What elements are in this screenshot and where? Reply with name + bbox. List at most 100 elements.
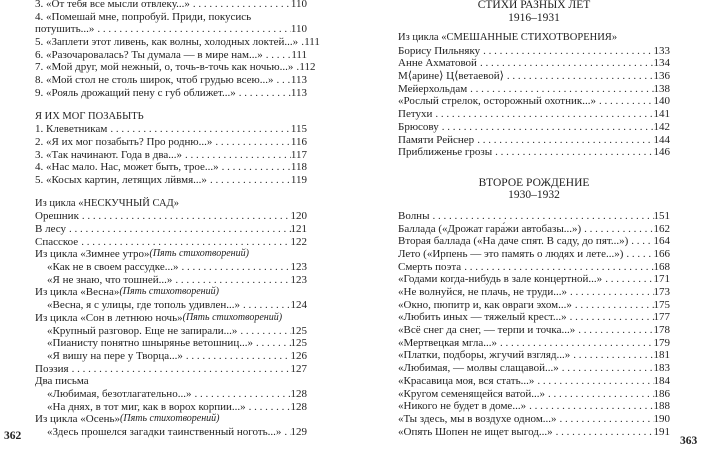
toc-entry[interactable]: Вторая баллада («На даче спят. В саду, д…	[398, 235, 670, 248]
toc-entry[interactable]: М⟨арине⟩ Ц⟨ветаевой⟩ 136	[398, 70, 670, 83]
entry-title: «Любить иных — тяжелый крест...»	[398, 311, 567, 324]
toc-entry[interactable]: 6. «Разочаровалась? Ты думала — в мире н…	[35, 49, 307, 62]
toc-entry[interactable]: 2. «Я их мог позабыть? Про родню...» 116	[35, 136, 307, 149]
entry-title: Борису Пильняку	[398, 44, 481, 57]
entry-page-number: 127	[290, 362, 308, 375]
dot-leader	[567, 286, 654, 299]
entry-page-number: 116	[290, 135, 307, 148]
dot-leader	[107, 123, 291, 136]
toc-entry[interactable]: «Опять Шопен не ищет выгод...» 191	[398, 426, 670, 439]
toc-entry[interactable]: «Всё снег да снег, — терпи и точка...» 17…	[398, 324, 670, 337]
entry-title: «Я не знаю, что тошней...»	[47, 273, 173, 286]
toc-entry[interactable]: 9. «Рояль дрожащий пену с губ оближет...…	[35, 87, 307, 100]
dot-leader	[628, 235, 653, 248]
toc-entry[interactable]: Смерть поэта 168	[398, 261, 670, 274]
toc-entry[interactable]: Петухи 141	[398, 108, 670, 121]
toc-entry[interactable]: «Я вишу на пере у Творца...» 126	[35, 350, 307, 363]
toc-entry[interactable]: «Платки, подборы, жгучий взгляд...» 181	[398, 349, 670, 362]
entry-title: «Я вишу на пере у Творца...»	[47, 349, 183, 362]
toc-entry[interactable]: Анне Ахматовой 134	[398, 57, 670, 70]
toc-entry[interactable]: «Здесь прошелся загадки таинственный ног…	[35, 426, 307, 439]
entry-title: 8. «Мой стол не столь широк, чтоб грудью…	[35, 74, 274, 87]
toc-entry[interactable]: В лесу 121	[35, 223, 307, 236]
toc-entry[interactable]: 3. «Так начинают. Года в два...» 117	[35, 149, 307, 162]
toc-entry[interactable]: Борису Пильняку 133	[398, 45, 670, 58]
toc-entry[interactable]: «Как не в своем рассудке...» 123	[35, 261, 307, 274]
toc-section: 3. «От тебя все мысли отвлеку...» 110 4. «…	[35, 0, 320, 100]
toc-entry[interactable]: Лето («Ирпень — это память о людях и лет…	[398, 248, 670, 261]
toc-entry[interactable]: «Мертвецкая мгла...» 179	[398, 337, 670, 350]
entry-page-number: 162	[653, 222, 671, 235]
dot-leader	[78, 236, 290, 249]
toc-entry[interactable]: Из цикла «Весна» (Пять стихотворений)	[35, 286, 307, 299]
entry-title: Мейерхольдам	[398, 82, 468, 95]
toc-entry[interactable]: Брюсову 142	[398, 121, 670, 134]
toc-entry[interactable]: 5. «Заплети этот ливень, как волны, холо…	[35, 36, 320, 49]
entry-title: 9. «Рояль дрожащий пену с губ оближет...…	[35, 86, 236, 99]
toc-entry[interactable]: «Весна, я с улицы, где тополь удивлен...…	[35, 299, 307, 312]
entry-title: Из цикла «Зимнее утро»	[35, 248, 150, 261]
toc-entry[interactable]: Из цикла «Зимнее утро» (Пять стихотворен…	[35, 248, 307, 261]
toc-entry[interactable]: 4. «Помешай мне, попробуй. Приди, покуси…	[35, 11, 307, 24]
dot-leader	[602, 273, 653, 286]
dot-leader	[504, 70, 654, 83]
toc-entry[interactable]: 1. Клеветникам 115	[35, 123, 307, 136]
toc-entry[interactable]: Баллада («Дрожат гара́жи автобазы...») 16…	[398, 223, 670, 236]
entry-title: 5. «Косых картин, летящих лйвмя...»	[35, 173, 207, 186]
toc-entry[interactable]: «Любимая, безотлагательно...» 128	[35, 388, 307, 401]
toc-entry[interactable]: Мейерхольдам 138	[398, 83, 670, 96]
entry-title: «Не волнуйся, не плачь, не труди...»	[398, 286, 567, 298]
toc-entry[interactable]: 7. «Мой друг, мой нежный, о, точь-в-точь…	[35, 61, 316, 74]
toc-entry[interactable]: «Рослый стрелок, осторожный охотник...» 1…	[398, 95, 670, 108]
toc-entry[interactable]: «Не волнуйся, не плачь, не труди...» 173	[398, 286, 670, 299]
entry-page-number: 124	[290, 299, 308, 312]
toc-entry[interactable]: «Кругом семенящейся ватой...» 186	[398, 388, 670, 401]
entry-title: Смерть поэта	[398, 260, 462, 273]
dot-leader	[246, 401, 291, 414]
entry-title: Из цикла «Весна»	[35, 286, 120, 299]
dot-leader	[570, 349, 653, 362]
toc-entry[interactable]: Спасское 122	[35, 236, 307, 249]
toc-entry[interactable]: Два письма	[35, 375, 307, 388]
entry-page-number: 186	[653, 387, 671, 400]
toc-entry[interactable]: 4. «Нас мало. Нас, может быть, трое...» 1…	[35, 161, 307, 174]
entry-page-number: 175	[653, 298, 671, 311]
toc-entry[interactable]: «Никого не будет в доме...» 188	[398, 400, 670, 413]
toc-entry[interactable]: 8. «Мой стол не столь широк, чтоб грудью…	[35, 74, 307, 87]
toc-entry[interactable]: Волны 151	[398, 210, 670, 223]
toc-entry[interactable]: 5. «Косых картин, летящих лйвмя...» 119	[35, 174, 307, 187]
entry-page-number: 112	[299, 61, 316, 74]
toc-entry[interactable]: Из цикла «Осень» (Пять стихотворений)	[35, 413, 307, 426]
toc-entry[interactable]: «Окно, пюпитр и, как овраги эхом...» 175	[398, 299, 670, 312]
toc-entry[interactable]: «Ты здесь, мы в воздухе одном...» 190	[398, 413, 670, 426]
toc-entry[interactable]: «Любить иных — тяжелый крест...» 177	[398, 311, 670, 324]
entry-page-number: 125	[290, 337, 308, 350]
dot-leader	[182, 149, 291, 162]
entry-title: 6. «Разочаровалась? Ты думала — в мире н…	[35, 48, 263, 61]
dot-leader	[526, 400, 653, 413]
dot-leader	[497, 337, 654, 350]
toc-entry[interactable]: 3. «От тебя все мысли отвлеку...» 110	[35, 0, 307, 11]
toc-entry[interactable]: Из цикла «Сон в летнюю ночь» (Пять стихо…	[35, 312, 307, 325]
toc-entry[interactable]: «Я не знаю, что тошней...» 123	[35, 274, 307, 287]
page-number-right: 363	[680, 435, 698, 447]
dot-leader	[545, 388, 654, 401]
entry-page-number: 166	[653, 247, 671, 260]
entry-title: Из цикла «Осень»	[35, 413, 121, 426]
left-page-contents: 3. «От тебя все мысли отвлеку...» 110 4. «…	[35, 0, 320, 450]
toc-entry[interactable]: Памяти Рейснер 144	[398, 134, 670, 147]
dot-leader	[66, 223, 291, 236]
toc-entry[interactable]: Поэзия 127	[35, 363, 307, 376]
toc-entry[interactable]: Орешник 120	[35, 210, 307, 223]
toc-entry[interactable]: «Крупный разговор. Еще не запирали...» 12…	[35, 325, 307, 338]
toc-entry[interactable]: «Пианисту понятно шныряньe ветошниц...» 1…	[35, 337, 307, 350]
toc-entry[interactable]: «Годами когда-нибудь в зале концертной..…	[398, 273, 670, 286]
toc-entry[interactable]: «Красавица моя, вся стать...» 184	[398, 375, 670, 388]
entry-title: «Платки, подборы, жгучий взгляд...»	[398, 349, 571, 362]
toc-entry[interactable]: «На днях, в тот миг, как в ворох корпии.…	[35, 401, 307, 414]
toc-entry[interactable]: «Любимая, — молвы слащавой...» 183	[398, 362, 670, 375]
toc-entry[interactable]: потушить...» 110	[35, 23, 307, 36]
entry-page-number: 111	[304, 36, 320, 49]
toc-entry[interactable]: Приближенье грозы 146	[398, 146, 670, 159]
section-years: 1916–1931	[508, 11, 560, 24]
